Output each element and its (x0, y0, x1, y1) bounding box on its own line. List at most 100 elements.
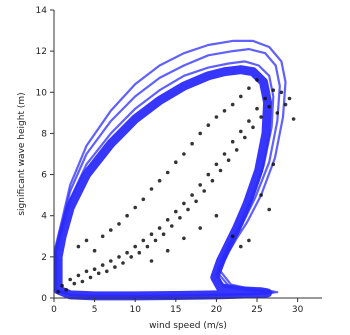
data-point (190, 141, 194, 146)
data-point (133, 205, 137, 210)
data-point (68, 277, 72, 282)
data-point (239, 129, 243, 134)
data-point (170, 224, 174, 228)
data-point (239, 94, 243, 99)
data-point (174, 209, 178, 214)
data-point (263, 96, 268, 101)
data-point (182, 201, 186, 206)
data-point (206, 123, 211, 127)
contour-layer (53, 39, 287, 301)
data-point (243, 135, 247, 140)
data-point (259, 193, 263, 197)
data-point (267, 207, 272, 212)
data-point (190, 193, 194, 197)
contour-line (53, 65, 273, 301)
x-tick-label: 30 (292, 305, 304, 315)
data-point (206, 172, 211, 177)
data-point (198, 183, 202, 187)
data-point (214, 115, 219, 119)
data-point (202, 189, 206, 193)
data-point (182, 152, 186, 156)
y-tick-label: 8 (41, 129, 47, 139)
data-point (275, 111, 280, 115)
data-point (178, 216, 182, 220)
data-point (247, 86, 251, 90)
x-axis-label: wind speed (m/s) (149, 321, 227, 331)
data-point (165, 248, 170, 253)
data-point (149, 187, 154, 191)
data-point (72, 281, 77, 286)
data-point (92, 248, 97, 253)
data-point (109, 259, 113, 263)
y-tick-label: 4 (41, 212, 47, 222)
data-point (230, 139, 235, 144)
data-point (165, 218, 170, 222)
data-point (141, 238, 146, 243)
data-point (271, 162, 276, 167)
data-point (182, 236, 186, 241)
data-point (100, 263, 105, 267)
data-point (56, 290, 60, 294)
y-tick-label: 6 (41, 171, 47, 181)
y-tick-label: 0 (41, 294, 47, 304)
data-point (194, 199, 198, 204)
data-point (255, 106, 259, 111)
data-point (121, 261, 125, 265)
data-point (291, 117, 296, 121)
data-point (100, 234, 105, 239)
data-point (287, 96, 292, 101)
data-point (157, 178, 162, 183)
data-point (117, 255, 121, 259)
data-point (230, 234, 235, 239)
y-tick-label: 10 (36, 88, 48, 98)
data-point (117, 222, 121, 226)
data-point (76, 244, 81, 249)
data-point (84, 238, 89, 243)
data-point (92, 267, 97, 272)
data-point (109, 228, 113, 232)
data-point (141, 197, 146, 202)
data-point (226, 158, 231, 162)
data-point (165, 170, 170, 175)
data-point (214, 213, 219, 218)
y-axis-label: significant wave height (m) (17, 92, 27, 215)
point-layer (56, 78, 296, 294)
data-point (234, 148, 239, 152)
data-point (60, 283, 64, 288)
data-point (283, 102, 288, 107)
x-tick-label: 10 (129, 305, 141, 315)
x-tick-label: 5 (92, 305, 98, 315)
data-point (279, 90, 284, 95)
data-point (113, 265, 117, 269)
x-tick-label: 20 (211, 305, 223, 315)
y-tick-label: 12 (36, 47, 47, 57)
data-point (105, 269, 109, 274)
data-point (267, 104, 272, 109)
y-tick-label: 2 (41, 253, 47, 263)
data-point (186, 207, 190, 212)
data-point (222, 109, 227, 113)
data-point (239, 244, 243, 249)
data-point (88, 275, 93, 280)
data-point (153, 238, 158, 243)
data-point (222, 152, 227, 156)
x-tick-label: 25 (251, 305, 262, 315)
data-point (230, 102, 235, 107)
data-point (251, 125, 255, 130)
data-point (96, 271, 101, 276)
data-point (255, 78, 259, 82)
axes: 0 5 10 15 20 25 30 0 2 4 6 8 10 12 14 (36, 6, 322, 315)
data-point (259, 115, 263, 119)
data-point (125, 250, 129, 255)
data-point (76, 273, 81, 278)
data-point (198, 131, 202, 136)
data-point (125, 213, 129, 218)
data-point (80, 279, 85, 284)
y-tick-label: 14 (36, 6, 48, 16)
x-tick-label: 0 (51, 305, 57, 315)
data-point (271, 88, 276, 92)
data-point (214, 162, 219, 167)
data-point (157, 226, 162, 230)
data-point (174, 160, 178, 164)
